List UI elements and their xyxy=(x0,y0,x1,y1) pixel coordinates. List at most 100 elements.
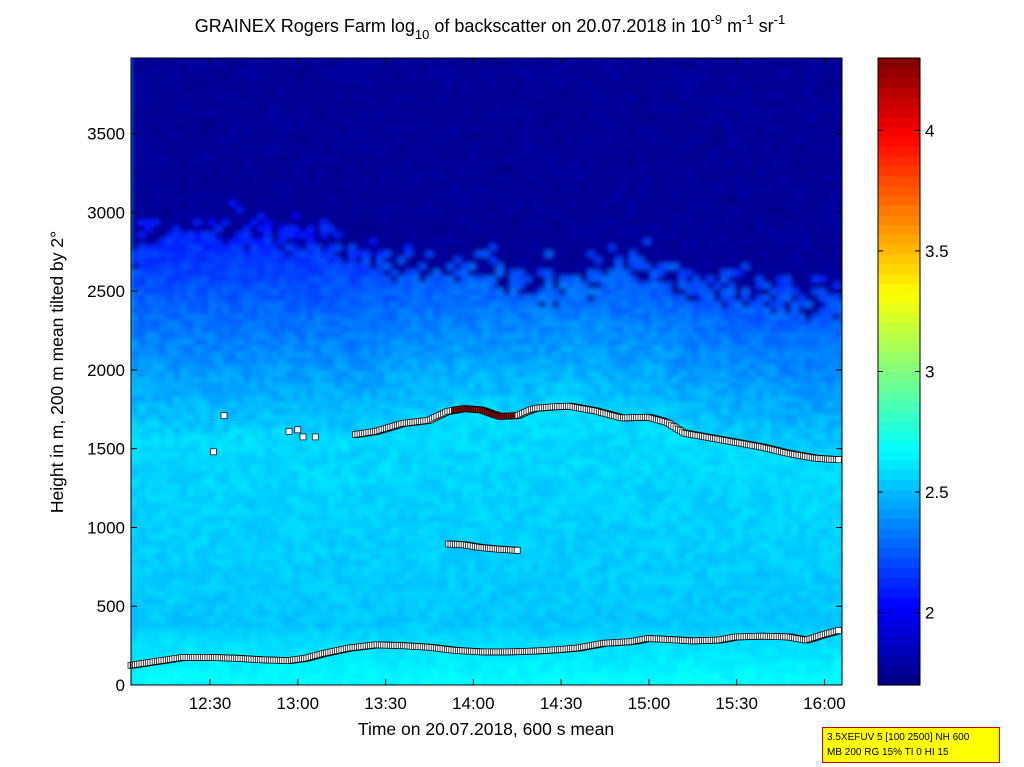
heatmap-cell xyxy=(313,426,322,434)
heatmap-cell xyxy=(475,325,483,333)
heatmap-cell xyxy=(145,218,153,226)
heatmap-cell xyxy=(208,73,216,81)
heatmap-cell xyxy=(292,162,301,169)
heatmap-cell xyxy=(454,514,462,522)
heatmap-cell xyxy=(257,527,265,535)
heatmap-cell xyxy=(306,58,315,62)
heatmap-cell xyxy=(369,180,378,188)
heatmap-cell xyxy=(187,338,195,346)
heatmap-cell xyxy=(187,225,195,232)
heatmap-cell xyxy=(433,218,441,226)
heatmap-cell xyxy=(194,206,202,213)
heatmap-cell xyxy=(440,319,448,327)
heatmap-cell xyxy=(194,565,202,573)
heatmap-cell xyxy=(299,659,308,667)
heatmap-cell xyxy=(159,577,167,585)
heatmap-cell xyxy=(320,445,329,453)
heatmap-cell xyxy=(257,73,265,81)
heatmap-cell xyxy=(348,508,357,516)
heatmap-cell xyxy=(334,344,343,352)
heatmap-cell xyxy=(236,672,244,680)
heatmap-cell xyxy=(320,407,329,415)
heatmap-cell xyxy=(369,332,378,339)
heatmap-cell xyxy=(447,395,455,402)
heatmap-cell xyxy=(383,577,392,585)
heatmap-cell xyxy=(299,86,308,94)
heatmap-cell xyxy=(355,527,364,535)
heatmap-cell xyxy=(208,477,216,484)
heatmap-cell xyxy=(285,622,294,629)
heatmap-cell xyxy=(194,483,202,491)
heatmap-cell xyxy=(250,281,258,289)
heatmap-cell xyxy=(187,609,195,617)
heatmap-cell xyxy=(397,136,406,144)
heatmap-cell xyxy=(180,603,188,610)
heatmap-cell xyxy=(313,306,322,314)
heatmap-cell xyxy=(320,180,329,188)
heatmap-cell xyxy=(475,521,483,529)
heatmap-cell xyxy=(215,143,223,150)
heatmap-cell xyxy=(440,483,448,491)
heatmap-cell xyxy=(159,99,167,106)
heatmap-cell xyxy=(313,672,322,680)
heatmap-cell xyxy=(348,344,357,352)
heatmap-cell xyxy=(250,363,258,371)
heatmap-cell xyxy=(362,502,371,510)
heatmap-cell xyxy=(166,659,174,667)
heatmap-cell xyxy=(440,451,448,459)
heatmap-cell xyxy=(250,105,258,113)
heatmap-cell xyxy=(383,659,392,667)
heatmap-cell xyxy=(440,659,448,667)
heatmap-cell xyxy=(250,571,258,579)
heatmap-cell xyxy=(433,275,441,283)
heatmap-cell xyxy=(425,73,434,81)
heatmap-cell xyxy=(397,199,406,207)
heatmap-cell xyxy=(418,470,427,478)
heatmap-cell xyxy=(145,338,153,346)
heatmap-cell xyxy=(159,571,167,579)
heatmap-cell xyxy=(411,584,420,592)
heatmap-cell xyxy=(138,300,146,308)
heatmap-cell xyxy=(390,269,399,276)
heatmap-cell xyxy=(334,615,343,623)
heatmap-cell xyxy=(447,155,455,163)
heatmap-cell xyxy=(418,666,427,673)
heatmap-cell xyxy=(264,351,272,358)
heatmap-cell xyxy=(397,269,406,276)
heatmap-cell xyxy=(278,86,287,94)
heatmap-cell xyxy=(215,262,223,270)
heatmap-cell xyxy=(292,67,301,75)
heatmap-cell xyxy=(355,193,364,201)
heatmap-cell xyxy=(131,58,139,62)
heatmap-cell xyxy=(145,174,153,182)
heatmap-cell xyxy=(355,502,364,510)
heatmap-cell xyxy=(299,269,308,276)
heatmap-cell xyxy=(264,80,272,87)
heatmap-cell xyxy=(320,237,329,245)
heatmap-cell xyxy=(131,489,139,497)
heatmap-cell xyxy=(383,407,392,415)
heatmap-cell xyxy=(390,527,399,535)
heatmap-cell xyxy=(447,105,455,113)
heatmap-cell xyxy=(201,256,209,264)
heatmap-cell xyxy=(362,218,371,226)
heatmap-cell xyxy=(313,401,322,409)
heatmap-cell xyxy=(257,584,265,592)
heatmap-cell xyxy=(341,363,350,371)
heatmap-cell xyxy=(418,388,427,396)
heatmap-cell xyxy=(334,414,343,421)
heatmap-cell xyxy=(475,496,483,503)
heatmap-cell xyxy=(454,231,462,239)
heatmap-cell xyxy=(173,546,181,554)
heatmap-cell xyxy=(215,445,223,453)
heatmap-cell xyxy=(285,590,294,598)
heatmap-cell xyxy=(201,300,209,308)
heatmap-cell xyxy=(180,332,188,339)
heatmap-cell xyxy=(383,596,392,604)
heatmap-cell xyxy=(404,180,413,188)
heatmap-cell xyxy=(131,92,139,100)
heatmap-cell xyxy=(425,395,434,402)
heatmap-cell xyxy=(320,678,329,685)
heatmap-cell xyxy=(383,508,392,516)
heatmap-cell xyxy=(208,262,216,270)
